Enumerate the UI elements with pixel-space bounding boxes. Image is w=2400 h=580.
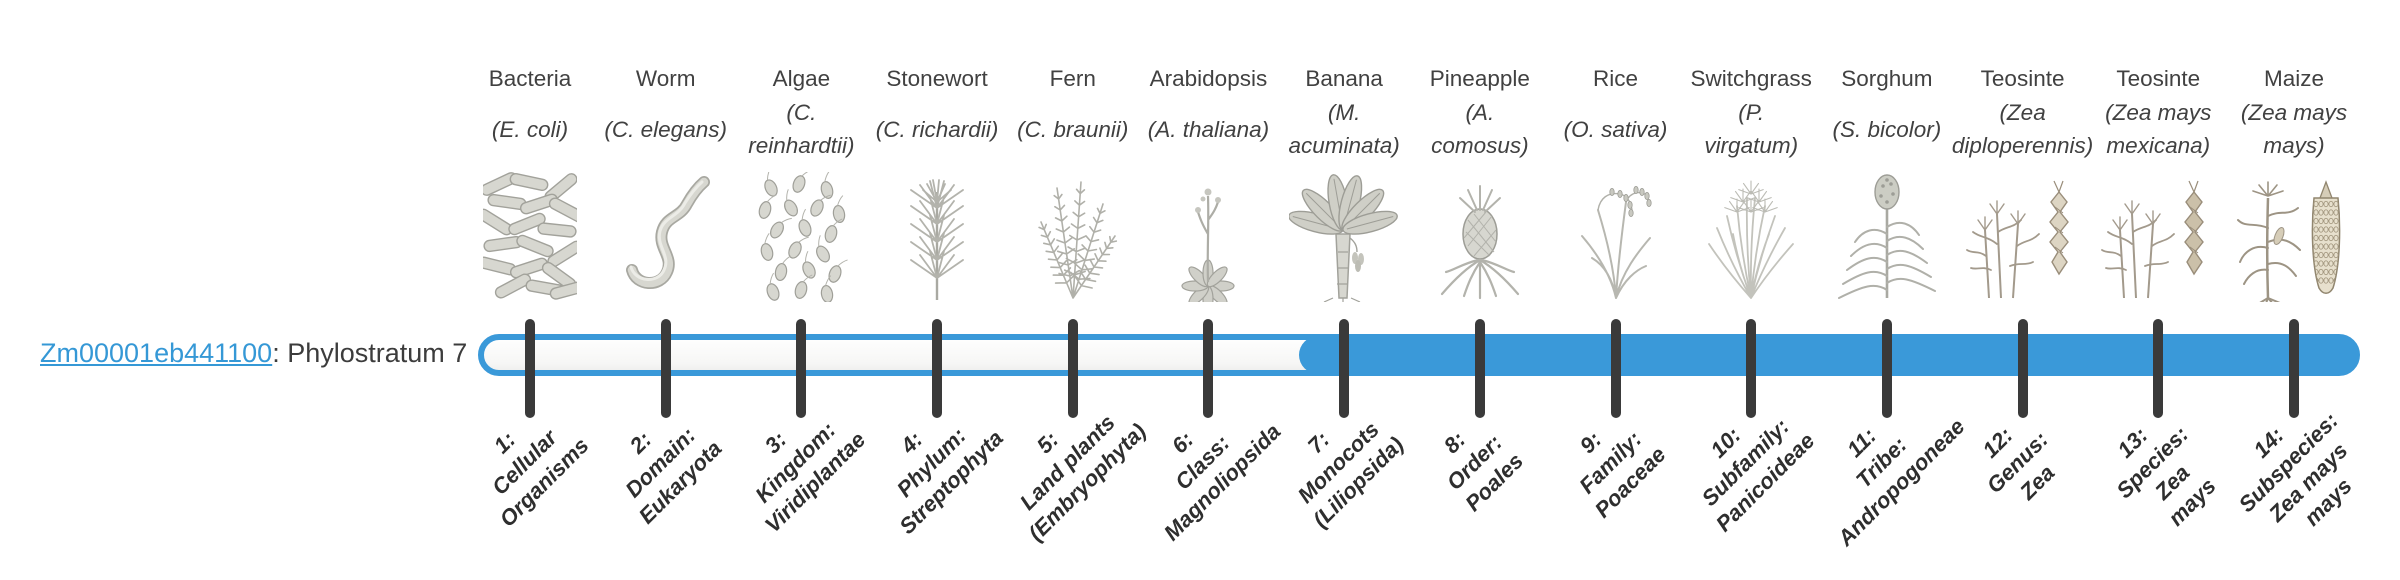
sorghum-illustration	[1812, 168, 1962, 302]
species-scientific-name: (A. comosus)	[1395, 96, 1565, 162]
species-common-name: Algae	[772, 66, 831, 91]
maize-illustration	[2219, 168, 2369, 302]
stonewort-illustration	[862, 168, 1012, 302]
tick-mark	[1203, 319, 1214, 418]
species-common-name: Teosinte	[1980, 66, 2065, 91]
species-scientific-name: (Zea mays mexicana)	[2073, 96, 2243, 162]
scientific-name-line: (O. sativa)	[1563, 116, 1668, 142]
tick-mark	[2288, 319, 2299, 418]
species-common-name: Fern	[1049, 66, 1096, 91]
tick-mark	[932, 319, 943, 418]
tick-mark	[1474, 319, 1485, 418]
tick-mark	[660, 319, 671, 418]
tick-mark	[2017, 319, 2028, 418]
scientific-name-line: virgatum)	[1704, 133, 1799, 158]
tick-mark	[1881, 319, 1892, 418]
species-scientific-name: (A. thaliana)	[1123, 96, 1293, 162]
species-label: Teosinte (Zea mays mexicana)	[2073, 64, 2243, 162]
species-label: Teosinte (Zea diploperennis)	[1938, 64, 2108, 162]
scientific-name-line: (E. coli)	[491, 116, 569, 142]
tick-mark	[2153, 319, 2164, 418]
fern-illustration	[998, 168, 1148, 302]
tick-mark	[796, 319, 807, 418]
scientific-name-line: (C.	[786, 100, 817, 125]
species-label: Worm (C. elegans)	[581, 64, 751, 162]
species-common-name: Teosinte	[2116, 66, 2201, 91]
species-scientific-name: (C. braunii)	[988, 96, 1158, 162]
scientific-name-line: (Zea mays	[2105, 100, 2212, 125]
species-scientific-name: (P. virgatum)	[1666, 96, 1836, 162]
species-label: Fern (C. braunii)	[988, 64, 1158, 162]
species-scientific-name: (M. acuminata)	[1259, 96, 1429, 162]
species-common-name: Stonewort	[886, 66, 988, 91]
rice-illustration	[1541, 168, 1691, 302]
tick-mark	[525, 319, 535, 418]
scientific-name-line: acuminata)	[1288, 133, 1400, 158]
species-label: Banana (M. acuminata)	[1259, 64, 1429, 162]
scientific-name-line: (P.	[1738, 100, 1765, 125]
pineapple-illustration	[1405, 168, 1555, 302]
species-common-name: Maize	[2263, 66, 2324, 91]
scientific-name-line: (C. richardii)	[875, 116, 999, 142]
switchgrass-illustration	[1676, 168, 1826, 302]
species-common-name: Banana	[1305, 66, 1383, 91]
species-label: Switchgrass (P. virgatum)	[1666, 64, 1836, 162]
gene-label: Zm00001eb441100: Phylostratum 7	[40, 338, 467, 369]
teosinte-mexicana-illustration	[2083, 168, 2233, 302]
bacteria-illustration	[455, 168, 605, 302]
gene-link[interactable]: Zm00001eb441100	[40, 338, 273, 368]
scientific-name-line: comosus)	[1431, 133, 1529, 158]
species-scientific-name: (C. reinhardtii)	[716, 96, 886, 162]
species-label: Stonewort (C. richardii)	[852, 64, 1022, 162]
algae-illustration	[726, 168, 876, 302]
species-label: Sorghum (S. bicolor)	[1802, 64, 1972, 162]
scientific-name-line: (A. thaliana)	[1147, 116, 1270, 142]
tick-mark	[1610, 319, 1621, 418]
scientific-name-line: mays)	[2263, 133, 2325, 158]
scientific-name-line: diploperennis)	[1951, 133, 2094, 158]
species-label: Arabidopsis (A. thaliana)	[1123, 64, 1293, 162]
species-scientific-name: (C. richardii)	[852, 96, 1022, 162]
scientific-name-line: (Zea	[1999, 100, 2046, 125]
species-label: Maize (Zea mays mays)	[2209, 64, 2379, 162]
species-common-name: Bacteria	[488, 66, 572, 91]
species-scientific-name: (E. coli)	[445, 96, 615, 162]
species-scientific-name: (S. bicolor)	[1802, 96, 1972, 162]
scientific-name-line: (C. braunii)	[1017, 116, 1129, 142]
species-label: Bacteria (E. coli)	[445, 64, 615, 162]
teosinte-diploperennis-illustration	[1948, 168, 2098, 302]
tick-mark	[1339, 319, 1350, 418]
species-scientific-name: (C. elegans)	[581, 96, 751, 162]
tick-mark	[1067, 319, 1078, 418]
species-scientific-name: (O. sativa)	[1531, 96, 1701, 162]
species-common-name: Sorghum	[1841, 66, 1933, 91]
bar-fill	[1299, 336, 2357, 374]
species-common-name: Switchgrass	[1690, 66, 1812, 91]
scientific-name-line: (M.	[1327, 100, 1361, 125]
species-label: Rice (O. sativa)	[1531, 64, 1701, 162]
species-label: Algae (C. reinhardtii)	[716, 64, 886, 162]
scientific-name-line: (A.	[1465, 100, 1495, 125]
scientific-name-line: mexicana)	[2106, 133, 2211, 158]
worm-illustration	[591, 168, 741, 302]
species-common-name: Pineapple	[1429, 66, 1530, 91]
species-common-name: Rice	[1593, 66, 1639, 91]
tick-mark	[1746, 319, 1757, 418]
scientific-name-line: (Zea mays	[2240, 100, 2348, 125]
scientific-name-line: reinhardtii)	[748, 133, 855, 158]
arabidopsis-illustration	[1133, 168, 1283, 302]
species-scientific-name: (Zea diploperennis)	[1938, 96, 2108, 162]
scientific-name-line: (S. bicolor)	[1832, 116, 1942, 142]
scientific-name-line: (C. elegans)	[604, 116, 727, 142]
species-label: Pineapple (A. comosus)	[1395, 64, 1565, 162]
species-common-name: Worm	[635, 66, 696, 91]
gene-phylostratum-label: : Phylostratum 7	[272, 338, 468, 368]
species-scientific-name: (Zea mays mays)	[2209, 96, 2379, 162]
banana-illustration	[1269, 168, 1419, 302]
species-common-name: Arabidopsis	[1149, 66, 1268, 91]
